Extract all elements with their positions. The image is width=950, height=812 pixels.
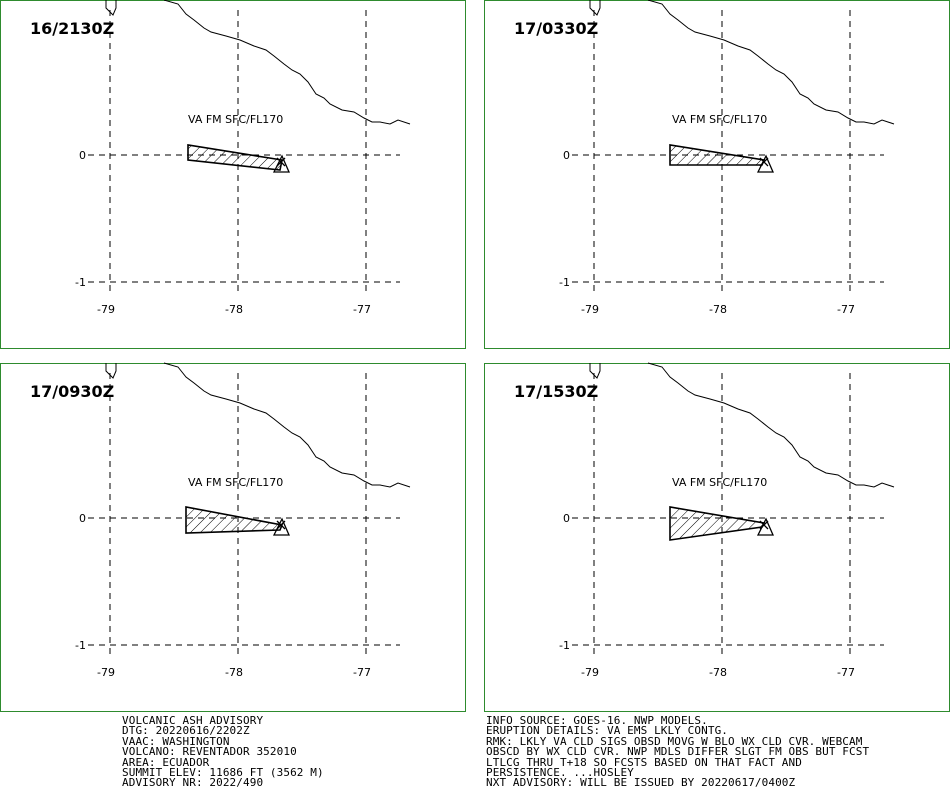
forecast-time-label: 17/1530Z xyxy=(514,382,598,401)
advisory-line: NXT ADVISORY: WILL BE ISSUED BY 20220617… xyxy=(486,776,796,790)
longitude-tick-label: -79 xyxy=(97,303,115,316)
vent-marker xyxy=(759,157,769,167)
panel-frame xyxy=(484,0,950,349)
longitude-tick-label: -78 xyxy=(225,303,243,316)
ash-cloud-label: VA FM SFC/FL170 xyxy=(672,476,767,489)
advisory-details-block: INFO SOURCE: GOES-16. NWP MODELS. ERUPTIO… xyxy=(486,714,870,790)
ash-cloud-label: VA FM SFC/FL170 xyxy=(188,476,283,489)
longitude-tick-label: -77 xyxy=(837,303,855,316)
longitude-tick-label: -77 xyxy=(353,303,371,316)
advisory-header-block: VOLCANIC ASH ADVISORY DTG: 20220616/2202Z… xyxy=(122,714,324,790)
latitude-tick-label: 0 xyxy=(563,512,570,525)
longitude-tick-label: -77 xyxy=(353,666,371,679)
advisory-line: SUMMIT ELEV: 11686 FT (3562 M) xyxy=(122,765,324,779)
latitude-tick-label: -1 xyxy=(75,639,86,652)
longitude-tick-label: -79 xyxy=(581,666,599,679)
coastline xyxy=(589,362,895,488)
ash-cloud-label: VA FM SFC/FL170 xyxy=(672,113,767,126)
forecast-panel: 0 -1 -79 -78 -77 17/1530Z VA FM SFC/FL170 xyxy=(484,362,950,712)
longitude-tick-label: -78 xyxy=(709,666,727,679)
latitude-tick-label: 0 xyxy=(563,149,570,162)
advisory-line: AREA: ECUADOR xyxy=(122,755,210,769)
latitude-tick-label: -1 xyxy=(559,639,570,652)
coastline xyxy=(105,362,411,488)
longitude-tick-label: -79 xyxy=(581,303,599,316)
latitude-tick-label: -1 xyxy=(75,276,86,289)
forecast-panel: 0 -1 -79 -78 -77 16/2130Z VA FM SFC/FL170 xyxy=(0,0,466,349)
panel-frame xyxy=(484,363,950,712)
vent-marker xyxy=(759,520,769,530)
longitude-tick-label: -77 xyxy=(837,666,855,679)
advisory-line: OBSCD BY WX CLD CVR. NWP MDLS DIFFER SLG… xyxy=(486,745,870,759)
ash-cloud-polygon xyxy=(187,144,283,171)
longitude-tick-label: -79 xyxy=(97,666,115,679)
longitude-tick-label: -78 xyxy=(709,303,727,316)
forecast-time-label: 16/2130Z xyxy=(30,19,114,38)
advisory-line: DTG: 20220616/2202Z xyxy=(122,724,250,738)
vent-marker xyxy=(276,157,286,167)
advisory-line: RMK: LKLY VA CLD SIGS OBSD MOVG W BLO WX… xyxy=(486,734,863,748)
longitude-tick-label: -78 xyxy=(225,666,243,679)
advisory-line: VAAC: WASHINGTON xyxy=(122,734,230,748)
forecast-panel: 0 -1 -79 -78 -77 17/0930Z VA FM SFC/FL170 xyxy=(0,362,466,712)
advisory-line: ERUPTION DETAILS: VA EMS LKLY CONTG. xyxy=(486,724,729,738)
forecast-time-label: 17/0330Z xyxy=(514,19,598,38)
latitude-tick-label: 0 xyxy=(79,149,86,162)
latitude-tick-label: 0 xyxy=(79,512,86,525)
advisory-line: VOLCANIC ASH ADVISORY xyxy=(122,714,264,727)
forecast-panel: 0 -1 -79 -78 -77 17/0330Z VA FM SFC/FL170 xyxy=(484,0,950,349)
coastline xyxy=(589,0,895,125)
panel-frame xyxy=(0,363,466,712)
advisory-line: INFO SOURCE: GOES-16. NWP MODELS. xyxy=(486,714,708,727)
ash-cloud-polygon xyxy=(185,506,284,534)
vent-marker xyxy=(276,520,286,530)
coastline xyxy=(105,0,411,125)
advisory-line: VOLCANO: REVENTADOR 352010 xyxy=(122,745,297,759)
ash-cloud-polygon xyxy=(669,144,766,166)
forecast-time-label: 17/0930Z xyxy=(30,382,114,401)
ash-cloud-label: VA FM SFC/FL170 xyxy=(188,113,283,126)
panel-frame xyxy=(0,0,466,349)
advisory-line: LTLCG THRU T+18 SO FCSTS BASED ON THAT F… xyxy=(486,755,802,769)
advisory-line: PERSISTENCE. ...HOSLEY xyxy=(486,765,634,779)
latitude-tick-label: -1 xyxy=(559,276,570,289)
advisory-line: ADVISORY NR: 2022/490 xyxy=(122,776,264,790)
